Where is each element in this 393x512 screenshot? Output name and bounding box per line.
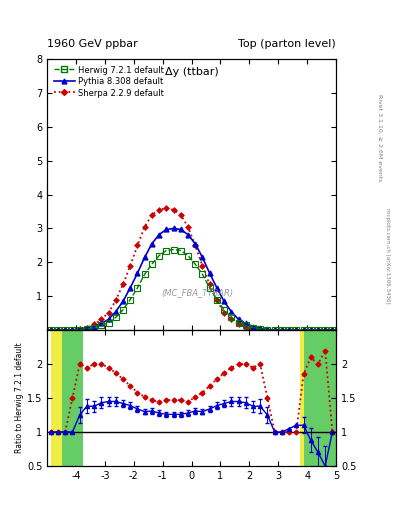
Text: (MC_FBA_TTBAR): (MC_FBA_TTBAR) <box>161 288 233 297</box>
Legend: Herwig 7.2.1 default, Pythia 8.308 default, Sherpa 2.2.9 default: Herwig 7.2.1 default, Pythia 8.308 defau… <box>51 63 166 100</box>
Text: 1960 GeV ppbar: 1960 GeV ppbar <box>47 38 138 49</box>
Y-axis label: Ratio to Herwig 7.2.1 default: Ratio to Herwig 7.2.1 default <box>15 343 24 454</box>
Text: Top (parton level): Top (parton level) <box>238 38 336 49</box>
Text: mcplots.cern.ch [arXiv:1306.3436]: mcplots.cern.ch [arXiv:1306.3436] <box>385 208 389 304</box>
Text: Rivet 3.1.10, ≥ 2.6M events: Rivet 3.1.10, ≥ 2.6M events <box>377 95 382 182</box>
Text: Δy (ttbar): Δy (ttbar) <box>165 67 219 77</box>
